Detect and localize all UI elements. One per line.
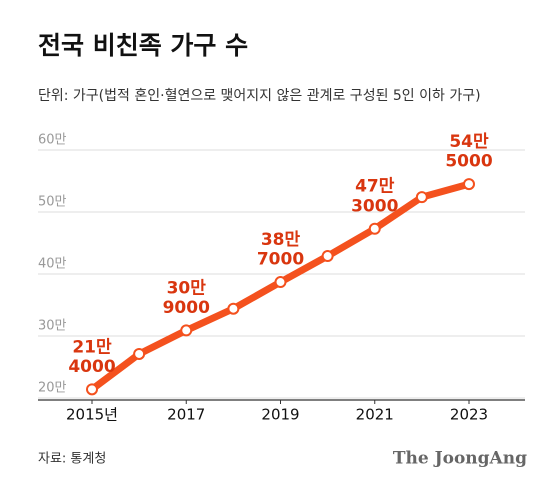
value-label: 30만 9000 [163, 278, 210, 318]
marker [321, 250, 334, 263]
y-tick-label: 40만 [38, 257, 67, 272]
marker [86, 383, 98, 396]
brand: The JoongAng [393, 449, 527, 469]
x-tick-label: 2017 [167, 406, 205, 424]
y-tick-label: 30만 [38, 319, 67, 334]
y-tick-label: 20만 [38, 381, 67, 396]
marker [180, 324, 193, 337]
chart-title: 전국 비친족 가구 수 [38, 31, 248, 60]
x-tick-label: 2019 [261, 406, 299, 424]
value-label: 38만 7000 [257, 230, 304, 270]
value-label: 47만 3000 [351, 177, 398, 217]
value-label: 21만 4000 [68, 337, 115, 377]
marker [227, 302, 240, 315]
marker [368, 222, 381, 235]
x-tick-label: 2021 [356, 406, 394, 424]
source: 자료: 통계청 [38, 452, 106, 467]
marker [133, 347, 146, 360]
x-tick-label: 2015년 [66, 406, 118, 424]
y-tick-label: 60만 [38, 133, 67, 148]
chart-subtitle: 단위: 가구(법적 혼인·혈연으로 맺어지지 않은 관계로 구성된 5인 이하 … [38, 88, 481, 104]
marker [463, 178, 475, 191]
y-tick-label: 50만 [38, 195, 67, 210]
x-tick-label: 2023 [450, 406, 488, 424]
marker [415, 191, 428, 204]
marker [274, 276, 287, 289]
value-label: 54만 5000 [445, 132, 492, 172]
